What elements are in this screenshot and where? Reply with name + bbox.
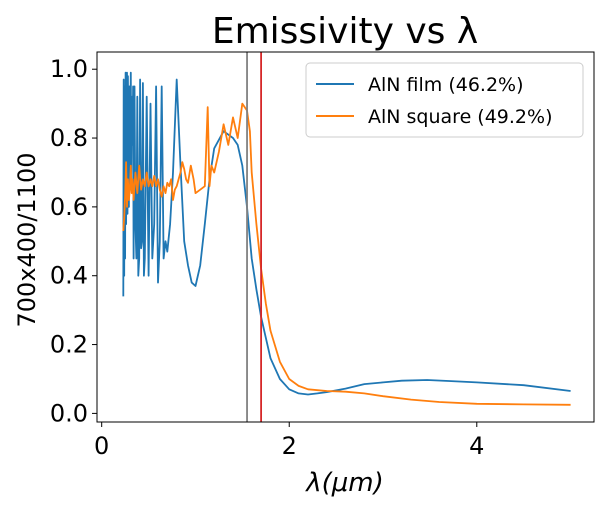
axes: 0 2 4 0.0 0.2 0.4 0.6 0.8 1.0 [50,51,595,460]
plot-area [122,52,571,422]
x-axis-label: λ(μm) [304,468,384,498]
x-tick-label: 0 [94,432,109,460]
legend-box [305,62,584,138]
y-tick-label: 0.4 [50,262,88,290]
legend-label-2: AlN square (49.2%) [368,106,552,128]
y-tick-label: 0.8 [50,124,88,152]
plot-frame [96,51,595,423]
y-tick-label: 0.0 [50,399,88,427]
y-tick-label: 1.0 [50,55,88,83]
y-axis-label: 700x400/1100 [13,153,41,328]
legend-label-1: AlN film (46.2%) [368,74,524,96]
legend: AlN film (46.2%) AlN square (49.2%) [305,62,584,138]
y-tick-label: 0.2 [50,331,88,359]
series-line-2 [122,102,571,406]
chart-title: Emissivity vs λ [212,11,478,52]
x-tick-label: 2 [282,432,297,460]
series-line-1 [122,71,571,396]
y-tick-label: 0.6 [50,193,88,221]
x-tick-label: 4 [469,432,484,460]
